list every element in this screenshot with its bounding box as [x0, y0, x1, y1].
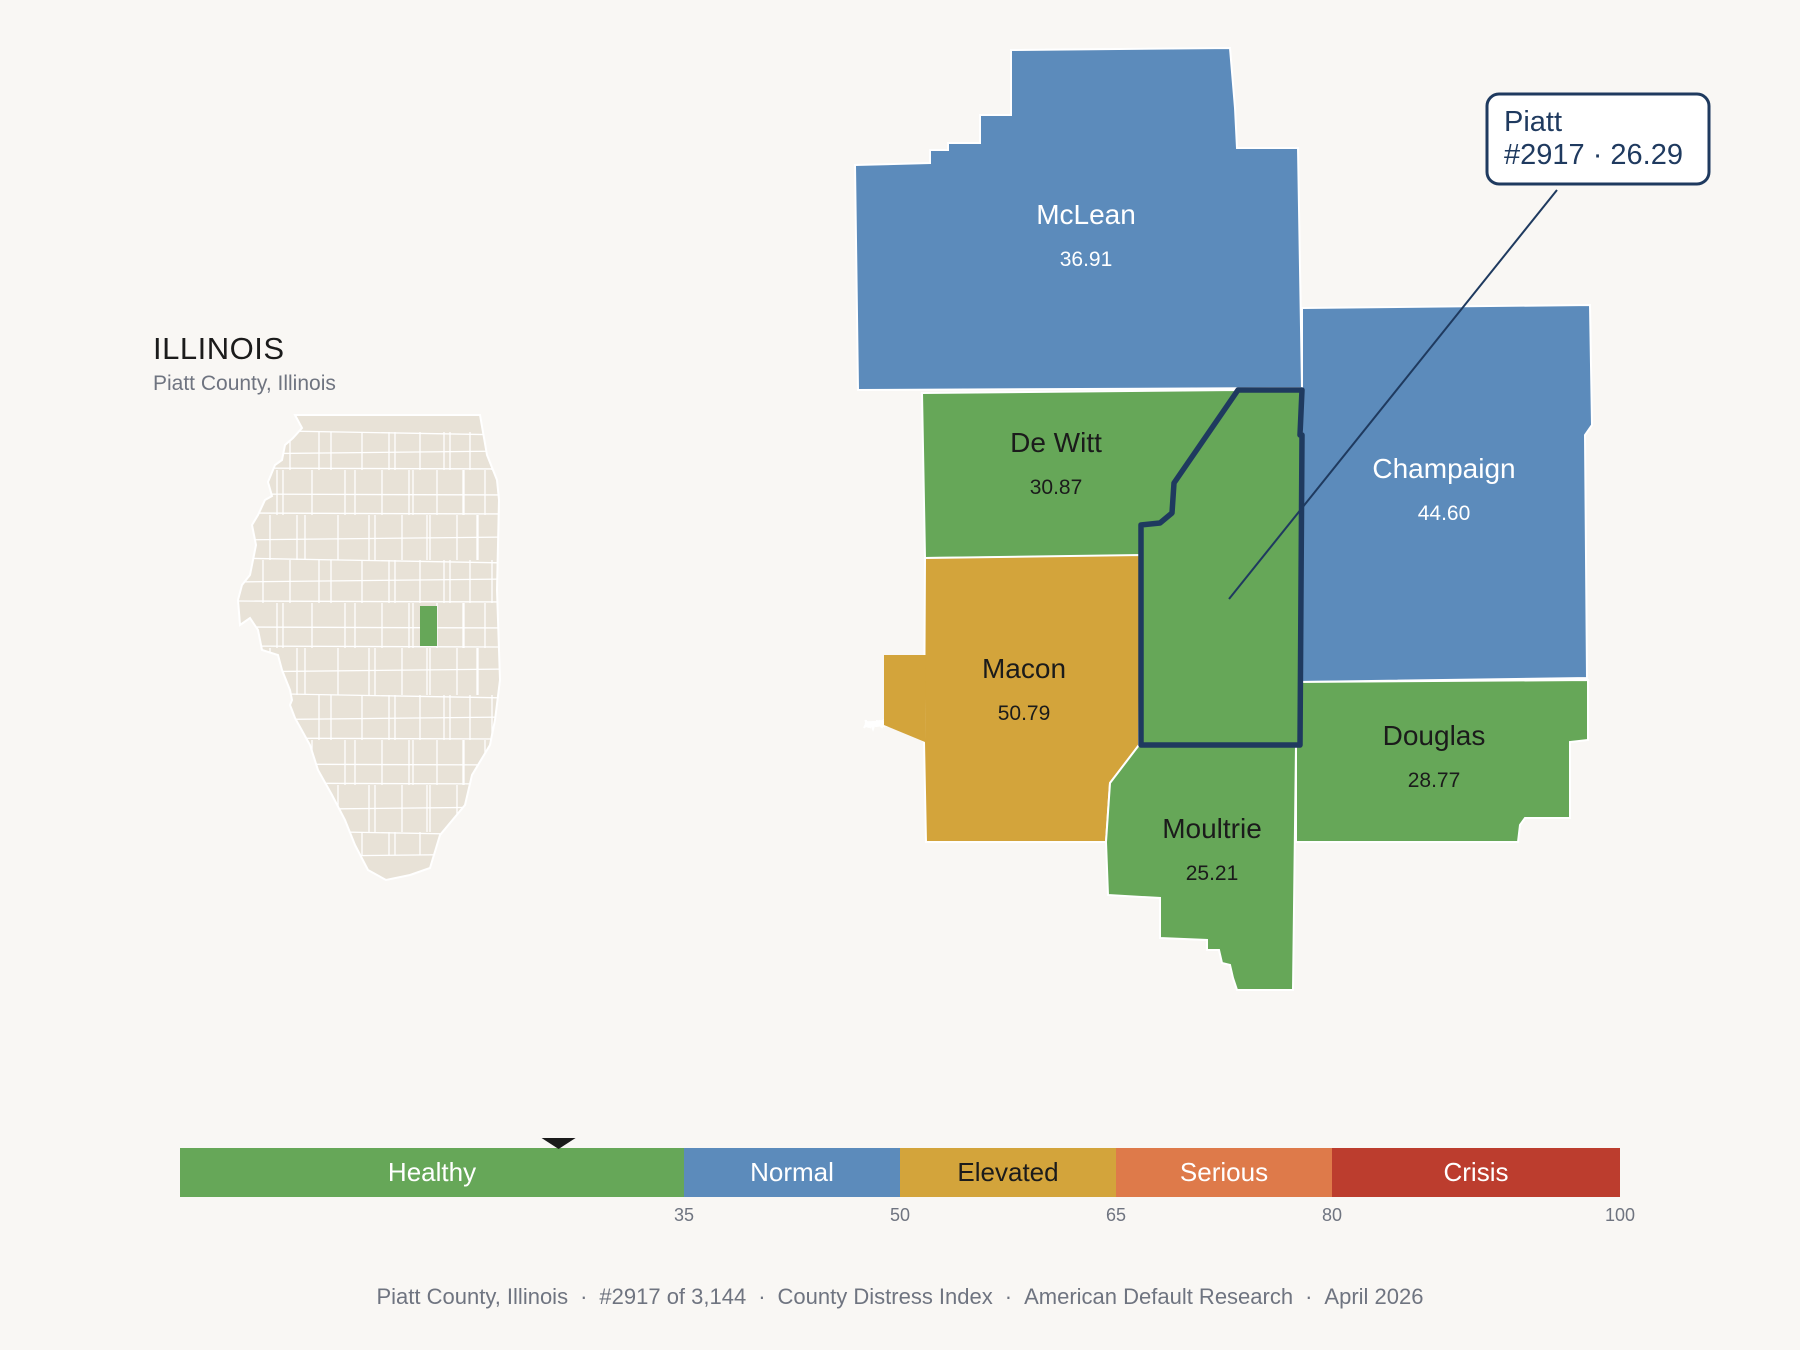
legend-label-serious: Serious: [1180, 1157, 1268, 1187]
footer-separator: ·: [1004, 1284, 1013, 1309]
county-name-mclean: McLean: [1036, 199, 1136, 230]
legend-tick-80: 80: [1322, 1205, 1342, 1225]
county-value-macon: 50.79: [998, 702, 1051, 725]
county-name-macon: Macon: [982, 653, 1066, 684]
legend-label-elevated: Elevated: [957, 1157, 1058, 1187]
county-moultrie[interactable]: [1104, 744, 1298, 991]
county-value-moultrie: 25.21: [1186, 862, 1239, 885]
legend-segment-normal: [684, 1148, 900, 1197]
legend-tick-65: 65: [1106, 1205, 1126, 1225]
footer-item: County Distress Index: [777, 1284, 993, 1309]
legend-label-crisis: Crisis: [1444, 1157, 1509, 1187]
legend-tick-100: 100: [1605, 1205, 1635, 1225]
county-value-mclean: 36.91: [1060, 248, 1113, 271]
county-name-moultrie: Moultrie: [1162, 813, 1262, 844]
county-name-champaign: Champaign: [1372, 453, 1515, 484]
legend-segment-crisis: [1332, 1148, 1620, 1197]
footer-separator: ·: [580, 1284, 588, 1309]
footer-separator: ·: [1305, 1284, 1313, 1309]
county-name-dewitt: De Witt: [1010, 427, 1102, 458]
footer-item: #2917 of 3,144: [599, 1284, 747, 1309]
footer-item: April 2026: [1324, 1284, 1424, 1309]
callout-rank-value: #2917 · 26.29: [1504, 139, 1683, 171]
callout-leader-line: [1228, 189, 1558, 600]
callout-county-name: Piatt: [1504, 106, 1562, 138]
piatt-outline: [1138, 387, 1305, 748]
county-mclean[interactable]: [853, 46, 1304, 392]
county-value-douglas: 28.77: [1408, 769, 1461, 792]
state-title: ILLINOIS: [153, 331, 285, 366]
county-macon-west: [884, 655, 926, 742]
callout-box: [1485, 92, 1711, 186]
legend-segment-serious: [1116, 1148, 1332, 1197]
score-marker: [541, 1138, 576, 1149]
footer-item: American Default Research: [1024, 1284, 1294, 1309]
county-value-champaign: 44.60: [1418, 502, 1471, 525]
county-macon[interactable]: [863, 553, 1143, 843]
footer: Piatt County, Illinois · #2917 of 3,144 · Co…: [0, 1284, 1800, 1310]
county-douglas[interactable]: [1295, 678, 1589, 843]
inset-highlight-piatt-notch: [420, 606, 437, 622]
legend-label-healthy: Healthy: [388, 1157, 476, 1187]
legend-tick-35: 35: [674, 1205, 694, 1225]
state-subtitle: Piatt County, Illinois: [153, 372, 336, 395]
legend-segment-elevated: [900, 1148, 1116, 1197]
footer-separator: ·: [758, 1284, 766, 1309]
legend-label-normal: Normal: [750, 1157, 834, 1187]
county-value-dewitt: 30.87: [1030, 476, 1083, 499]
county-name-douglas: Douglas: [1383, 720, 1486, 751]
footer-item: Piatt County, Illinois: [376, 1284, 569, 1309]
legend-segment-healthy: [180, 1148, 684, 1197]
legend-tick-50: 50: [890, 1205, 910, 1225]
